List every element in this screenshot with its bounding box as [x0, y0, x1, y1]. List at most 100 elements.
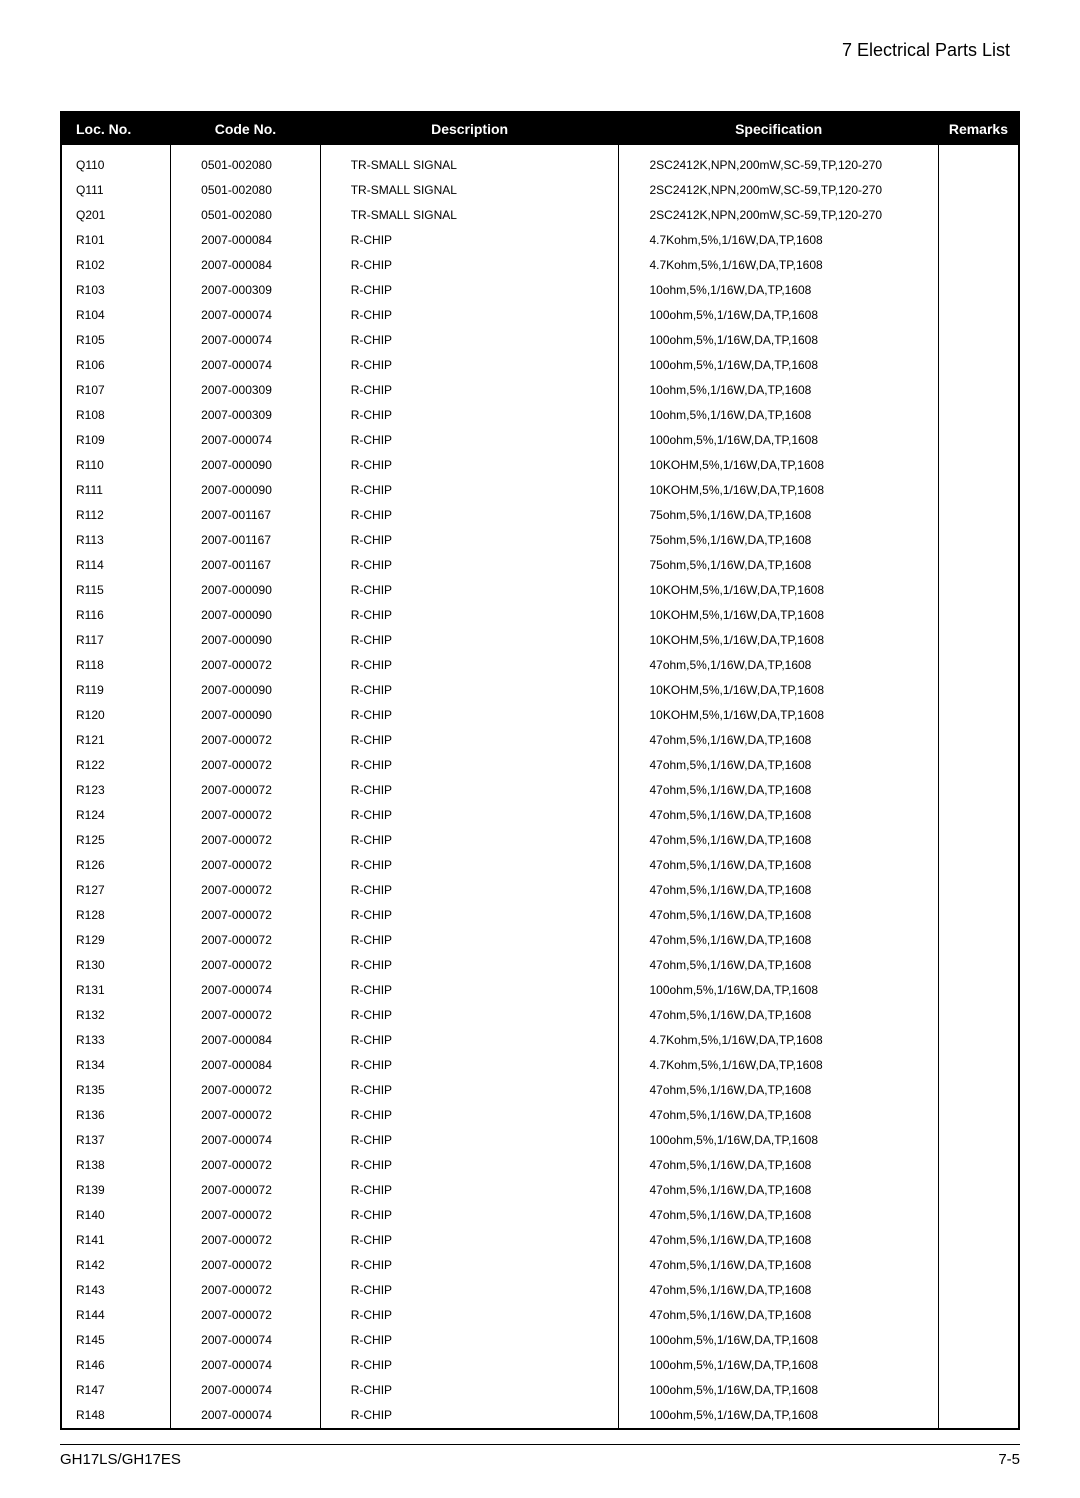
cell-desc: R-CHIP	[320, 1403, 619, 1429]
cell-code: 2007-000072	[171, 1178, 321, 1203]
cell-spec: 47ohm,5%,1/16W,DA,TP,1608	[619, 953, 938, 978]
cell-spec: 75ohm,5%,1/16W,DA,TP,1608	[619, 553, 938, 578]
page-footer: GH17LS/GH17ES 7-5	[60, 1444, 1020, 1468]
cell-code: 2007-000072	[171, 653, 321, 678]
cell-spec: 2SC2412K,NPN,200mW,SC-59,TP,120-270	[619, 178, 938, 203]
table-row: R1182007-000072R-CHIP47ohm,5%,1/16W,DA,T…	[61, 653, 1019, 678]
cell-rem	[938, 878, 1019, 903]
cell-desc: R-CHIP	[320, 1303, 619, 1328]
cell-loc: R141	[61, 1228, 171, 1253]
cell-rem	[938, 1078, 1019, 1103]
cell-code: 2007-000072	[171, 803, 321, 828]
cell-loc: R145	[61, 1328, 171, 1353]
cell-spec: 2SC2412K,NPN,200mW,SC-59,TP,120-270	[619, 153, 938, 178]
table-row: R1332007-000084R-CHIP4.7Kohm,5%,1/16W,DA…	[61, 1028, 1019, 1053]
cell-code: 2007-000309	[171, 403, 321, 428]
cell-rem	[938, 1178, 1019, 1203]
cell-code: 2007-000072	[171, 928, 321, 953]
cell-desc: R-CHIP	[320, 678, 619, 703]
cell-loc: R116	[61, 603, 171, 628]
cell-loc: R119	[61, 678, 171, 703]
cell-spec: 47ohm,5%,1/16W,DA,TP,1608	[619, 753, 938, 778]
cell-spec: 47ohm,5%,1/16W,DA,TP,1608	[619, 1003, 938, 1028]
cell-code: 2007-000074	[171, 1128, 321, 1153]
cell-rem	[938, 778, 1019, 803]
cell-rem	[938, 628, 1019, 653]
cell-code: 2007-000072	[171, 753, 321, 778]
cell-spec: 47ohm,5%,1/16W,DA,TP,1608	[619, 1303, 938, 1328]
cell-rem	[938, 853, 1019, 878]
cell-spec: 47ohm,5%,1/16W,DA,TP,1608	[619, 653, 938, 678]
cell-desc: R-CHIP	[320, 853, 619, 878]
cell-loc: R112	[61, 503, 171, 528]
cell-code: 2007-001167	[171, 503, 321, 528]
col-header-spec: Specification	[619, 112, 938, 145]
cell-desc: R-CHIP	[320, 1178, 619, 1203]
cell-code: 2007-000072	[171, 953, 321, 978]
cell-spec: 100ohm,5%,1/16W,DA,TP,1608	[619, 328, 938, 353]
cell-desc: R-CHIP	[320, 253, 619, 278]
cell-spec: 10KOHM,5%,1/16W,DA,TP,1608	[619, 678, 938, 703]
cell-code: 0501-002080	[171, 203, 321, 228]
table-row: R1202007-000090R-CHIP10KOHM,5%,1/16W,DA,…	[61, 703, 1019, 728]
cell-loc: R101	[61, 228, 171, 253]
cell-rem	[938, 678, 1019, 703]
footer-model: GH17LS/GH17ES	[60, 1451, 181, 1468]
cell-code: 2007-000074	[171, 978, 321, 1003]
cell-spec: 10KOHM,5%,1/16W,DA,TP,1608	[619, 628, 938, 653]
cell-spec: 4.7Kohm,5%,1/16W,DA,TP,1608	[619, 253, 938, 278]
cell-code: 2007-000084	[171, 1028, 321, 1053]
cell-rem	[938, 1228, 1019, 1253]
table-row: R1092007-000074R-CHIP100ohm,5%,1/16W,DA,…	[61, 428, 1019, 453]
cell-rem	[938, 703, 1019, 728]
cell-rem	[938, 428, 1019, 453]
cell-desc: R-CHIP	[320, 378, 619, 403]
cell-rem	[938, 1328, 1019, 1353]
cell-rem	[938, 278, 1019, 303]
cell-code: 2007-000072	[171, 1003, 321, 1028]
cell-desc: R-CHIP	[320, 303, 619, 328]
cell-code: 2007-000074	[171, 1353, 321, 1378]
cell-code: 0501-002080	[171, 153, 321, 178]
table-row: R1192007-000090R-CHIP10KOHM,5%,1/16W,DA,…	[61, 678, 1019, 703]
cell-desc: R-CHIP	[320, 1203, 619, 1228]
table-row: R1162007-000090R-CHIP10KOHM,5%,1/16W,DA,…	[61, 603, 1019, 628]
cell-rem	[938, 303, 1019, 328]
cell-desc: R-CHIP	[320, 928, 619, 953]
cell-loc: Q111	[61, 178, 171, 203]
cell-desc: R-CHIP	[320, 1053, 619, 1078]
table-row: R1022007-000084R-CHIP4.7Kohm,5%,1/16W,DA…	[61, 253, 1019, 278]
cell-loc: R121	[61, 728, 171, 753]
cell-desc: R-CHIP	[320, 953, 619, 978]
cell-loc: R138	[61, 1153, 171, 1178]
cell-spec: 10ohm,5%,1/16W,DA,TP,1608	[619, 278, 938, 303]
cell-spec: 47ohm,5%,1/16W,DA,TP,1608	[619, 928, 938, 953]
cell-rem	[938, 153, 1019, 178]
table-row: R1142007-001167R-CHIP75ohm,5%,1/16W,DA,T…	[61, 553, 1019, 578]
cell-spec: 47ohm,5%,1/16W,DA,TP,1608	[619, 1078, 938, 1103]
cell-spec: 47ohm,5%,1/16W,DA,TP,1608	[619, 1203, 938, 1228]
cell-desc: R-CHIP	[320, 1103, 619, 1128]
cell-spec: 10ohm,5%,1/16W,DA,TP,1608	[619, 403, 938, 428]
cell-loc: R123	[61, 778, 171, 803]
cell-code: 2007-000072	[171, 878, 321, 903]
cell-desc: R-CHIP	[320, 228, 619, 253]
table-row: R1312007-000074R-CHIP100ohm,5%,1/16W,DA,…	[61, 978, 1019, 1003]
cell-loc: R117	[61, 628, 171, 653]
cell-loc: R134	[61, 1053, 171, 1078]
cell-loc: R147	[61, 1378, 171, 1403]
cell-spec: 47ohm,5%,1/16W,DA,TP,1608	[619, 728, 938, 753]
cell-rem	[938, 1128, 1019, 1153]
cell-loc: R106	[61, 353, 171, 378]
cell-rem	[938, 1203, 1019, 1228]
table-row: R1082007-000309R-CHIP10ohm,5%,1/16W,DA,T…	[61, 403, 1019, 428]
table-row: R1482007-000074R-CHIP100ohm,5%,1/16W,DA,…	[61, 1403, 1019, 1429]
cell-rem	[938, 1028, 1019, 1053]
table-row: R1442007-000072R-CHIP47ohm,5%,1/16W,DA,T…	[61, 1303, 1019, 1328]
cell-desc: R-CHIP	[320, 528, 619, 553]
cell-spec: 10KOHM,5%,1/16W,DA,TP,1608	[619, 478, 938, 503]
table-row: R1302007-000072R-CHIP47ohm,5%,1/16W,DA,T…	[61, 953, 1019, 978]
table-row: R1262007-000072R-CHIP47ohm,5%,1/16W,DA,T…	[61, 853, 1019, 878]
cell-desc: R-CHIP	[320, 278, 619, 303]
table-row: R1112007-000090R-CHIP10KOHM,5%,1/16W,DA,…	[61, 478, 1019, 503]
